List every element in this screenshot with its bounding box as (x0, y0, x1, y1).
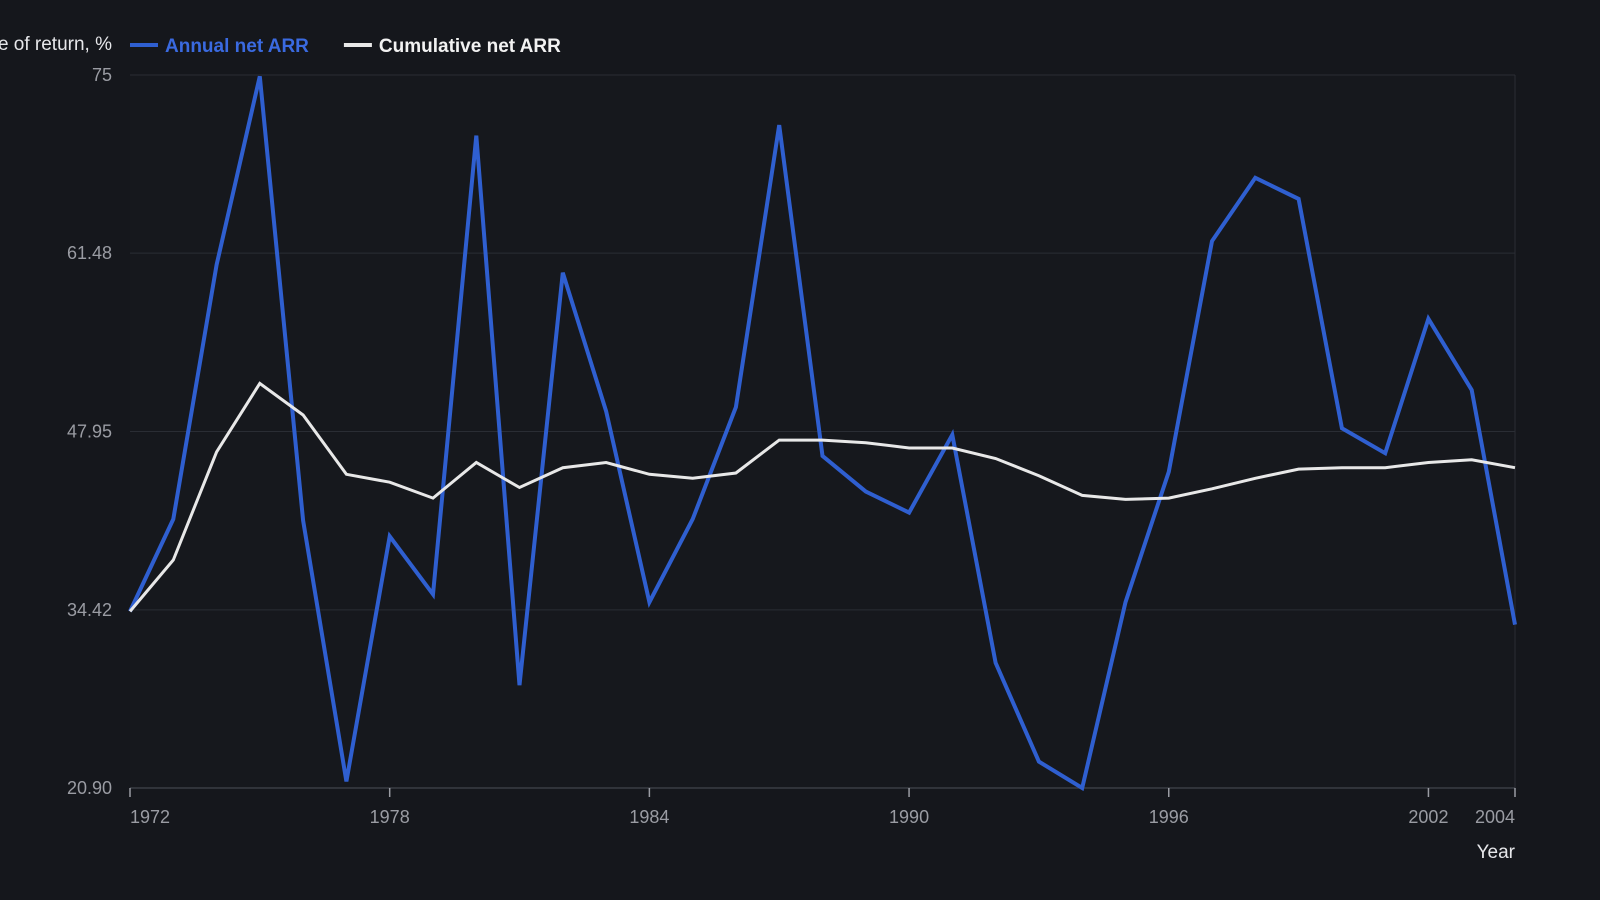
y-axis-ticks: 20.90 34.42 47.95 61.48 75 (67, 65, 112, 798)
x-tick-label: 2002 (1408, 807, 1448, 827)
y-axis-title: Rate of return, % (0, 34, 112, 55)
legend-label-cumulative-net-arr: Cumulative net ARR (379, 36, 561, 57)
x-axis-title: Year (1477, 842, 1516, 863)
x-tick-label: 1990 (889, 807, 929, 827)
series-lines (128, 75, 1517, 792)
y-tick-label: 47.95 (67, 422, 112, 442)
y-tick-label: 75 (92, 65, 112, 85)
x-tick-label: 1984 (629, 807, 669, 827)
legend-label-annual-net-arr: Annual net ARR (165, 36, 309, 57)
series-line-cumulative-net-arr (128, 381, 1516, 613)
y-tick-label: 34.42 (67, 600, 112, 620)
series-line-annual-net-arr (128, 75, 1517, 792)
y-tick-label: 20.90 (67, 778, 112, 798)
x-tick-label: 2004 (1475, 807, 1515, 827)
x-tick-label: 1972 (130, 807, 170, 827)
y-tick-label: 61.48 (67, 243, 112, 263)
x-axis: 1972 1978 1984 1990 1996 2002 2004 (129, 787, 1516, 827)
legend: Annual net ARR Cumulative net ARR (130, 36, 561, 57)
x-tick-label: 1996 (1149, 807, 1189, 827)
x-tick-label: 1978 (370, 807, 410, 827)
